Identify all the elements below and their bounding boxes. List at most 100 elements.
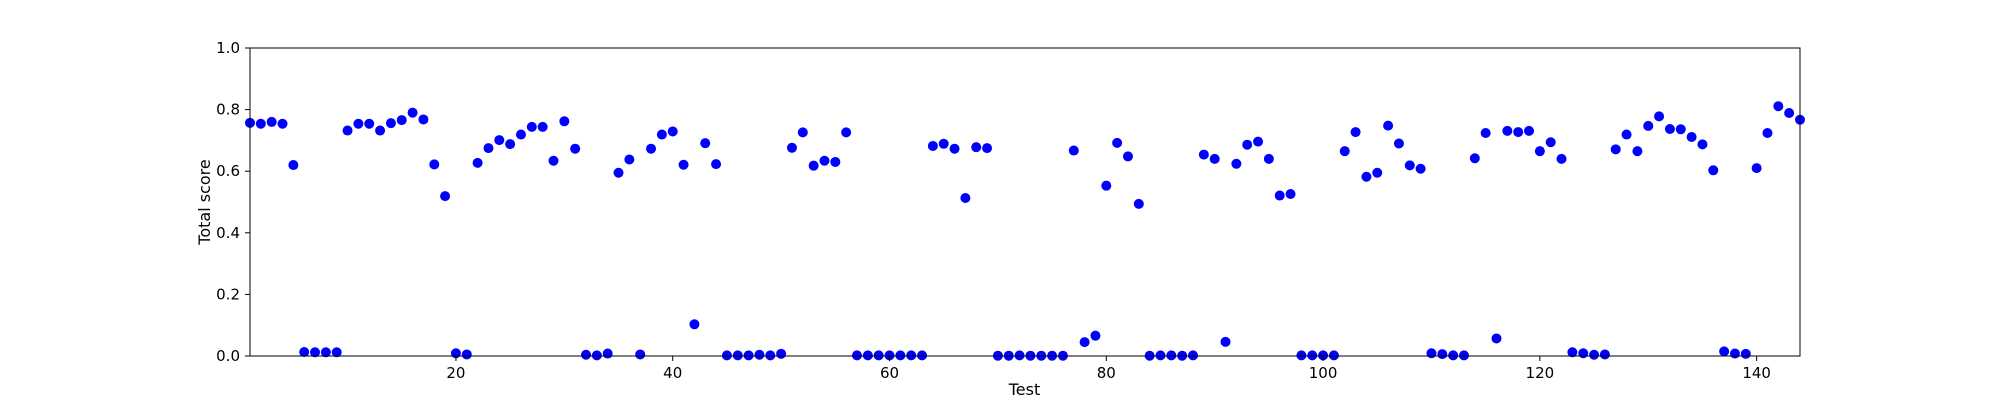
data-point bbox=[841, 127, 852, 138]
data-point bbox=[299, 347, 310, 357]
data-point bbox=[1610, 144, 1621, 155]
data-point bbox=[1231, 158, 1242, 169]
data-point bbox=[1079, 337, 1090, 348]
data-point bbox=[819, 155, 830, 166]
data-point bbox=[1469, 153, 1480, 164]
data-point bbox=[1502, 125, 1513, 136]
data-point bbox=[1708, 165, 1719, 176]
data-point bbox=[1372, 167, 1383, 178]
data-point bbox=[711, 159, 722, 170]
data-point bbox=[461, 349, 472, 360]
data-point bbox=[1589, 349, 1600, 360]
data-point bbox=[1155, 350, 1166, 361]
y-tick-label: 0.6 bbox=[216, 162, 240, 180]
x-tick-label: 20 bbox=[446, 364, 465, 382]
data-point bbox=[1567, 347, 1578, 358]
data-point bbox=[581, 349, 592, 360]
data-point bbox=[1415, 163, 1426, 174]
data-point bbox=[1383, 120, 1394, 131]
data-point bbox=[1296, 350, 1307, 361]
data-point bbox=[1686, 132, 1697, 143]
data-point bbox=[1285, 188, 1296, 199]
data-points bbox=[245, 101, 1805, 361]
data-point bbox=[1751, 163, 1762, 174]
data-point bbox=[1198, 149, 1209, 160]
data-point bbox=[678, 159, 689, 170]
data-point bbox=[342, 125, 353, 136]
y-axis-label: Total score bbox=[195, 159, 214, 245]
data-point bbox=[353, 118, 364, 129]
data-point bbox=[960, 193, 971, 203]
data-point bbox=[385, 118, 396, 129]
data-point bbox=[1664, 124, 1675, 134]
data-point bbox=[1112, 137, 1123, 148]
y-tick-label: 1.0 bbox=[216, 39, 240, 57]
y-tick-label: 0.4 bbox=[216, 224, 240, 242]
data-point bbox=[1350, 127, 1361, 138]
data-point bbox=[407, 107, 418, 118]
data-point bbox=[1784, 107, 1795, 118]
data-point bbox=[1599, 349, 1610, 360]
data-point bbox=[602, 348, 613, 359]
data-point bbox=[320, 347, 331, 358]
data-point bbox=[1242, 139, 1253, 150]
data-point bbox=[754, 349, 765, 360]
data-point bbox=[927, 140, 938, 151]
data-point bbox=[1675, 124, 1686, 135]
data-point bbox=[483, 143, 494, 154]
data-point bbox=[1318, 350, 1329, 361]
data-point bbox=[1307, 350, 1318, 361]
data-point bbox=[591, 350, 602, 361]
data-point bbox=[1480, 128, 1491, 139]
data-point bbox=[1729, 348, 1740, 359]
data-point bbox=[797, 127, 808, 138]
data-point bbox=[1188, 350, 1199, 361]
data-point bbox=[1654, 111, 1665, 122]
y-tick-label: 0.0 bbox=[216, 347, 240, 365]
x-axis-ticks: 20 40 60 80 100 120 140 bbox=[446, 356, 1771, 382]
data-point bbox=[570, 143, 581, 154]
y-axis-ticks: 0.0 0.2 0.4 0.6 0.8 1.0 bbox=[216, 39, 250, 365]
data-point bbox=[396, 115, 407, 126]
data-point bbox=[808, 160, 819, 171]
data-point bbox=[1697, 139, 1708, 150]
data-point bbox=[721, 350, 732, 361]
data-point bbox=[786, 142, 797, 153]
data-point bbox=[732, 350, 743, 361]
data-point bbox=[765, 350, 776, 361]
data-point bbox=[635, 349, 646, 360]
y-tick-label: 0.2 bbox=[216, 285, 240, 303]
data-point bbox=[949, 143, 960, 154]
x-tick-label: 60 bbox=[880, 364, 899, 382]
x-tick-label: 40 bbox=[663, 364, 682, 382]
data-point bbox=[1122, 151, 1133, 162]
data-point bbox=[1458, 350, 1469, 361]
data-point bbox=[1253, 136, 1264, 147]
data-point bbox=[472, 157, 483, 168]
x-tick-label: 140 bbox=[1742, 364, 1771, 382]
data-point bbox=[429, 159, 440, 170]
data-point bbox=[1328, 350, 1339, 361]
data-point bbox=[1274, 190, 1285, 201]
data-point bbox=[375, 125, 386, 136]
data-point bbox=[1426, 348, 1437, 359]
data-point bbox=[1491, 333, 1502, 344]
data-point bbox=[656, 129, 667, 140]
data-point bbox=[1014, 350, 1025, 361]
data-point bbox=[938, 138, 949, 149]
data-point bbox=[1404, 160, 1415, 171]
x-tick-label: 120 bbox=[1526, 364, 1555, 382]
data-point bbox=[917, 350, 928, 361]
data-point bbox=[1773, 101, 1784, 112]
data-point bbox=[1090, 330, 1101, 341]
data-point bbox=[1524, 125, 1535, 136]
data-point bbox=[288, 160, 299, 171]
data-point bbox=[310, 347, 321, 358]
data-point bbox=[851, 350, 862, 361]
data-point bbox=[1740, 348, 1751, 359]
data-point bbox=[624, 154, 635, 165]
data-point bbox=[1545, 137, 1556, 148]
data-point bbox=[1133, 198, 1144, 209]
data-point bbox=[646, 143, 657, 154]
